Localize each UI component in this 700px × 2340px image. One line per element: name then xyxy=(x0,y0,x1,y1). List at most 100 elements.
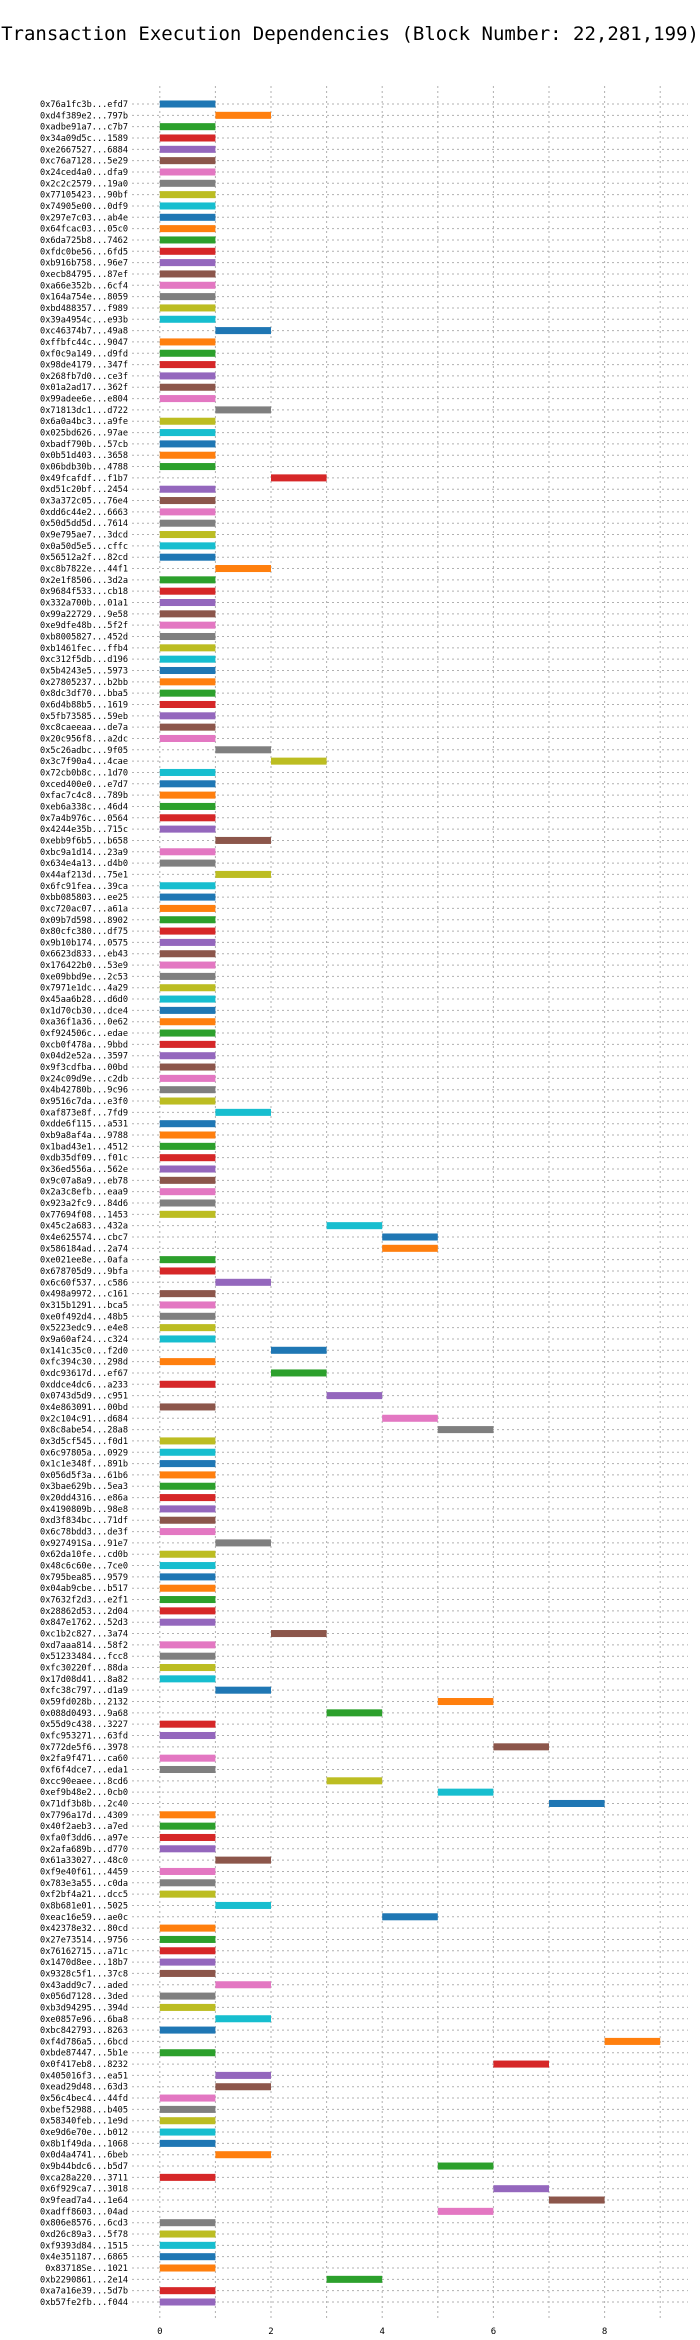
tx-label: 0x20c956f8...a2dc xyxy=(40,734,128,744)
tx-label: 0x847e1762...52d3 xyxy=(40,1618,128,1628)
transaction-bar xyxy=(326,1222,383,1230)
tx-label: 0x6c60f537...c586 xyxy=(40,1278,128,1288)
tx-label: 0x141c35c0...f2d0 xyxy=(40,1346,128,1356)
transaction-bar xyxy=(159,2026,216,2034)
tx-label: 0xbadf790b...57cb xyxy=(40,440,128,450)
tx-label: 0x9328c5f1...37c8 xyxy=(40,1969,128,1979)
transaction-bar xyxy=(215,406,271,414)
tx-label: 0x6fc91fea...39ca xyxy=(40,882,128,892)
transaction-bar xyxy=(159,1720,216,1728)
transaction-bar xyxy=(159,349,216,357)
tx-label: 0x58340feb...1e9d xyxy=(40,2117,128,2127)
transaction-bar xyxy=(215,327,271,335)
transaction-bar xyxy=(159,1324,216,1332)
tx-label: 0x634e4a13...d4b0 xyxy=(40,859,128,869)
transaction-bar xyxy=(271,1630,327,1638)
chart-title: Transaction Execution Dependencies (Bloc… xyxy=(1,23,699,45)
transaction-bar xyxy=(215,2015,271,2023)
transaction-bar xyxy=(159,2287,216,2295)
tx-label: 0x772de5f6...3978 xyxy=(40,1743,128,1753)
transaction-bar xyxy=(159,1471,216,1479)
tx-label: 0x5223edc9...e4e8 xyxy=(40,1324,128,1334)
tx-label: 0x2c104c91...d684 xyxy=(40,1414,128,1424)
tx-label: 0x9516c7da...e3f0 xyxy=(40,1097,128,1107)
transaction-bar xyxy=(159,1958,216,1966)
tx-label: 0xdde6f115...a531 xyxy=(40,1120,128,1130)
tx-label: 0x9fead7a4...1e64 xyxy=(40,2196,128,2206)
transaction-bar xyxy=(159,270,216,278)
transaction-bar xyxy=(159,1505,216,1513)
tx-label: 0x0b51d403...3658 xyxy=(40,451,128,461)
transaction-bar xyxy=(159,395,216,403)
transaction-bar xyxy=(382,1913,438,1921)
tx-label: 0x98de4179...347f xyxy=(40,361,128,371)
tx-label: 0x1470d8ee...18b7 xyxy=(40,1958,128,1968)
tx-label: 0x6c97805a...0929 xyxy=(40,1448,128,1458)
transaction-bar xyxy=(159,259,216,267)
transaction-bar xyxy=(159,1290,216,1298)
tx-label: 0xe09bbd9e...2c53 xyxy=(40,972,128,982)
transaction-bar xyxy=(159,1437,216,1445)
transaction-bar xyxy=(159,1562,216,1570)
transaction-bar xyxy=(159,1403,216,1411)
tx-label: 0x99adee6e...e804 xyxy=(40,395,128,405)
transaction-bar xyxy=(159,1482,216,1490)
tx-label: 0x45c2a683...432a xyxy=(40,1222,128,1232)
tx-label: 0xe0857e96...6ba8 xyxy=(40,2015,128,2025)
transaction-bar xyxy=(159,1811,216,1819)
transaction-bar xyxy=(159,1607,216,1615)
tx-label: 0xddce4dc6...a233 xyxy=(40,1380,128,1390)
tx-label: 0xc8b7822e...44f1 xyxy=(40,565,128,575)
tx-label: 0x48c6c60e...7ce0 xyxy=(40,1562,128,1572)
tx-label: 0x42378e32...80cd xyxy=(40,1924,128,1934)
tx-label: 0x7632f2d3...e2f1 xyxy=(40,1596,128,1606)
tx-label: 0x8c8abe54...28a8 xyxy=(40,1426,128,1436)
transaction-bar xyxy=(159,2128,216,2136)
transaction-bar xyxy=(215,746,271,754)
transaction-bar xyxy=(159,1120,216,1128)
tx-label: 0xfc30220f...88da xyxy=(40,1664,128,1674)
transaction-bar xyxy=(159,904,216,912)
tx-label: 0x5c26adbc...9f05 xyxy=(40,746,128,756)
transaction-bar xyxy=(159,1731,216,1740)
transaction-bar xyxy=(326,1777,383,1785)
transaction-bar xyxy=(159,1131,216,1139)
transaction-bar xyxy=(159,1018,216,1026)
transaction-bar xyxy=(159,2230,216,2238)
transaction-bar xyxy=(159,712,216,720)
tx-label: 0xcb0f478a...9bbd xyxy=(40,1040,128,1050)
tx-label: 0x8b1f49da...1068 xyxy=(40,2139,128,2149)
transaction-bar xyxy=(159,451,216,459)
tx-label: 0x315b1291...bca5 xyxy=(40,1301,128,1311)
tx-label: 0x5fb73585...59eb xyxy=(40,712,128,722)
tx-label: 0x088d0493...9a68 xyxy=(40,1709,128,1719)
tx-label: 0xef9b48e2...0cb0 xyxy=(40,1788,128,1798)
tx-label: 0xd26c89a3...5f78 xyxy=(40,2230,128,2240)
tx-label: 0xb916b758...96e7 xyxy=(40,259,128,269)
transaction-bar xyxy=(159,157,216,165)
tx-label: 0xead29d48...63d3 xyxy=(40,2083,128,2093)
transaction-bar xyxy=(159,1641,216,1649)
tx-label: 0xdd6c44e2...6663 xyxy=(40,508,128,518)
tx-label: 0x297e7c03...ab4e xyxy=(40,213,128,223)
transaction-bar xyxy=(493,2185,549,2193)
tx-label: 0xffbfc44c...9047 xyxy=(40,338,128,348)
transaction-bar xyxy=(159,1765,216,1774)
transaction-bar xyxy=(271,474,327,482)
tx-label: 0x164a754e...8059 xyxy=(40,293,128,303)
transaction-bar xyxy=(159,553,216,561)
transaction-bar xyxy=(159,1652,216,1660)
tx-label: 0xbb085803...ee25 xyxy=(40,893,128,903)
tx-label: 0x77694f08...1453 xyxy=(40,1210,128,1220)
transaction-bar xyxy=(271,1346,327,1354)
transaction-bar xyxy=(549,1799,605,1807)
tx-label: 0x59fd028b...2132 xyxy=(40,1698,128,1708)
transaction-bar xyxy=(159,1494,216,1502)
tx-label: 0xfc394c30...298d xyxy=(40,1358,128,1368)
tx-label: 0xe9d6e70e...b012 xyxy=(40,2128,128,2138)
transaction-bar xyxy=(159,2139,216,2147)
tx-label: 0x01a2ad17...362f xyxy=(40,383,128,393)
transaction-bar xyxy=(159,1573,216,1581)
